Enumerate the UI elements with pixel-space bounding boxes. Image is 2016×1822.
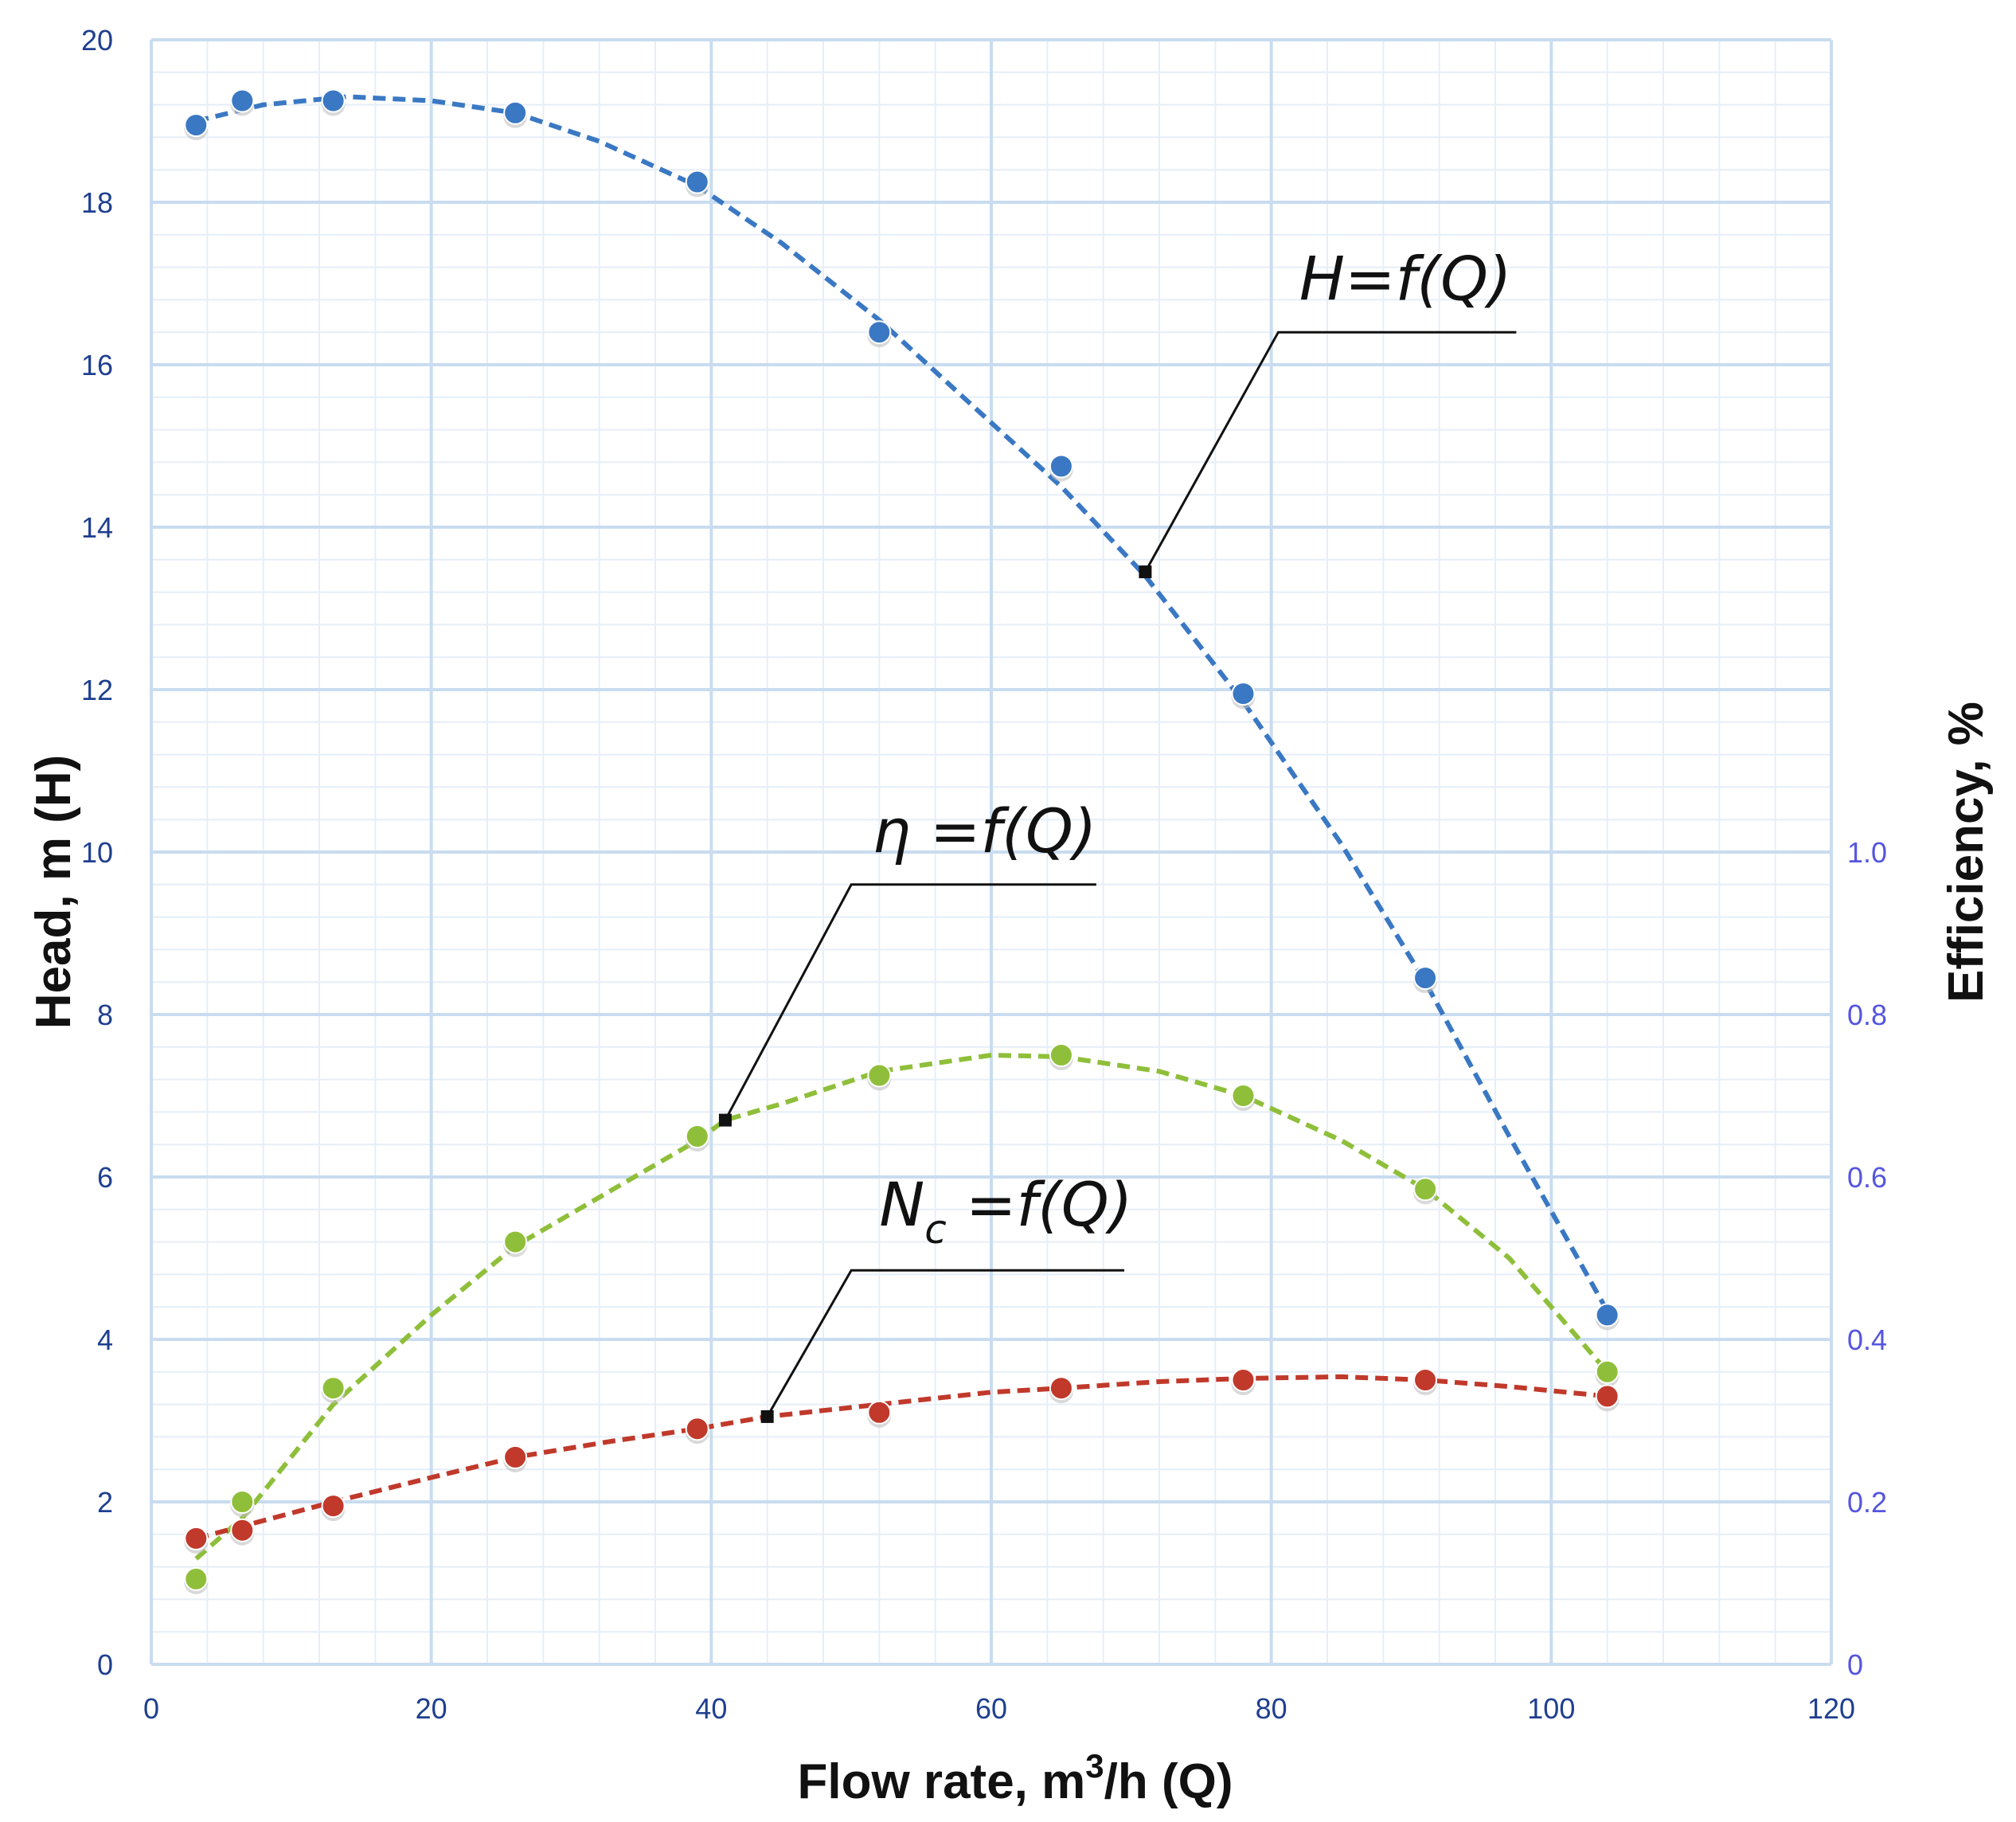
x-axis-title: Flow rate, m3/h (Q) (798, 1747, 1233, 1809)
annotation-tail-text: =f(Q) (911, 796, 1097, 866)
series-1-point (321, 1376, 346, 1401)
annotation-tail-text: =f(Q) (947, 1169, 1133, 1240)
series-1-trend-line (194, 1053, 1609, 1561)
series-1-anchor-marker (718, 1113, 732, 1127)
x-tick-label: 120 (1807, 1692, 1855, 1725)
series-1-annotation-label: η =f(Q) (873, 796, 1097, 866)
x-tick-label: 0 (143, 1692, 159, 1725)
gridlines (150, 38, 1833, 1666)
x-axis-title-tail: /h (Q) (1104, 1754, 1233, 1809)
series-2-point (1595, 1384, 1619, 1409)
series-1-point (867, 1063, 892, 1088)
series-1-point (1049, 1043, 1073, 1067)
y-right-tick-label: 0 (1847, 1648, 1863, 1681)
annotation-main-text: H=f(Q) (1299, 243, 1512, 314)
series-1-point (1595, 1359, 1619, 1384)
right-y-axis-title: Efficiency, % (1939, 702, 1994, 1003)
series-1-point (685, 1124, 709, 1148)
series-1-point (503, 1230, 528, 1254)
series-1-point (1413, 1177, 1438, 1202)
series-0-point (184, 113, 209, 138)
x-tick-label: 100 (1527, 1692, 1575, 1725)
y-left-tick-label: 20 (81, 24, 113, 57)
series-0-annotation-label: H=f(Q) (1299, 243, 1512, 314)
series-1-leader-line (724, 883, 1096, 1121)
y-left-tick-label: 0 (97, 1648, 113, 1681)
series-0-anchor-marker (1139, 565, 1152, 579)
y-left-tick-label: 10 (81, 836, 113, 869)
y-right-tick-label: 0.2 (1847, 1486, 1887, 1519)
series-0-point (867, 320, 892, 345)
annotation-main-text: N (879, 1169, 924, 1240)
series-2-annotation-label: Nc =f(Q) (879, 1169, 1132, 1253)
x-tick-label: 40 (695, 1692, 727, 1725)
series-2-point (230, 1518, 255, 1542)
series-2-point (867, 1400, 892, 1425)
series-2-leader-line (766, 1269, 1125, 1417)
series-2-point (184, 1526, 209, 1550)
y-left-tick-label: 18 (81, 186, 113, 219)
y-right-tick-label: 1.0 (1847, 836, 1887, 869)
series-2-point (1413, 1368, 1438, 1392)
x-axis-title-main: Flow rate, m (798, 1754, 1086, 1809)
series-0-point (321, 88, 346, 113)
x-tick-label: 60 (975, 1692, 1007, 1725)
series-1-point (1231, 1084, 1256, 1108)
y-left-tick-label: 2 (97, 1486, 113, 1519)
y-left-tick-label: 14 (81, 511, 113, 544)
series-0-leader-line (1144, 330, 1517, 573)
series-0-trend-line (195, 94, 1610, 1312)
series-2-point (321, 1494, 346, 1519)
series-1-point (230, 1490, 255, 1514)
x-tick-label: 80 (1256, 1692, 1287, 1725)
series-2-point (1049, 1376, 1073, 1401)
y-left-tick-label: 8 (97, 999, 113, 1031)
y-right-tick-label: 0.8 (1847, 999, 1887, 1031)
series-0-point (1231, 682, 1256, 706)
y-right-tick-label: 0.4 (1847, 1323, 1887, 1356)
series-0-point (1413, 966, 1438, 991)
tick-labels: 0 2 4 6 8 10 12 14 16 18 20 0 0.2 0.4 0.6 0.8 1.0 0 20 40 60… (81, 24, 1887, 1725)
y-left-tick-label: 12 (81, 674, 113, 706)
series-2-point (685, 1417, 709, 1441)
series-0-point (230, 88, 255, 113)
x-axis-title-superscript: 3 (1085, 1747, 1104, 1785)
series-2-point (1231, 1368, 1256, 1392)
y-left-tick-label: 16 (81, 349, 113, 381)
y-left-tick-label: 4 (97, 1323, 113, 1356)
series-0-point (685, 170, 709, 194)
series-0-point (1595, 1303, 1619, 1327)
left-y-axis-title: Head, m (H) (26, 755, 81, 1029)
y-right-tick-label: 0.6 (1847, 1161, 1887, 1194)
data-series (184, 88, 1619, 1594)
annotation-subscript-text: c (924, 1206, 947, 1253)
x-tick-label: 20 (416, 1692, 447, 1725)
y-left-tick-label: 6 (97, 1161, 113, 1194)
series-1-point (184, 1566, 209, 1591)
curve-annotations: H=f(Q)η =f(Q)Nc =f(Q) (718, 243, 1517, 1423)
annotation-main-text: η (873, 796, 911, 866)
series-2-point (503, 1445, 528, 1469)
series-0-point (503, 100, 528, 125)
series-2-anchor-marker (760, 1410, 774, 1423)
series-0-point (1049, 454, 1073, 479)
